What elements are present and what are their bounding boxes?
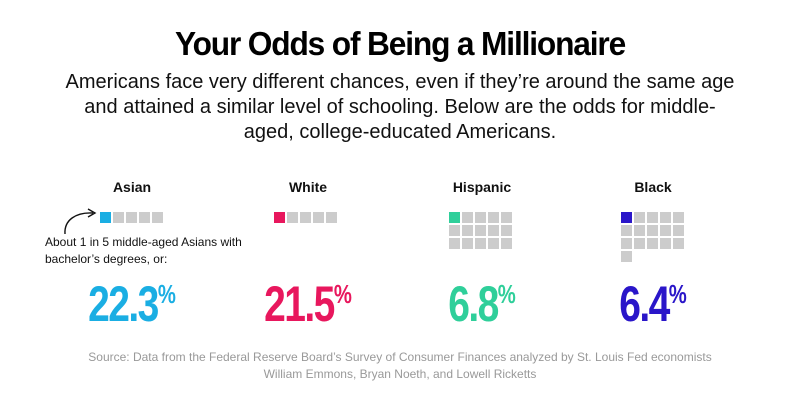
grey-square-black — [621, 225, 632, 236]
grey-square-white — [300, 212, 311, 223]
grey-square-hispanic — [501, 225, 512, 236]
highlight-square-black — [621, 212, 632, 223]
value-number-hispanic: 6.8 — [448, 276, 499, 332]
highlight-square-asian — [100, 212, 111, 223]
value-number-white: 21.5 — [264, 276, 335, 332]
value-hispanic: 6.8% — [424, 266, 541, 332]
annotation-arrow-icon — [64, 208, 97, 235]
grey-square-black — [660, 225, 671, 236]
grey-square-hispanic — [475, 212, 486, 223]
group-label-asian: Asian — [112, 179, 152, 195]
grey-square-hispanic — [501, 238, 512, 249]
odds-grid-hispanic — [449, 212, 512, 249]
grey-square-white — [326, 212, 337, 223]
grey-square-black — [647, 225, 658, 236]
odds-grid-asian — [100, 212, 163, 223]
grey-square-hispanic — [462, 238, 473, 249]
grey-square-hispanic — [475, 225, 486, 236]
source-note: Source: Data from the Federal Reserve Bo… — [88, 350, 712, 381]
group-label-hispanic: Hispanic — [452, 179, 512, 195]
group-label-black: Black — [634, 179, 672, 195]
grey-square-asian — [139, 212, 150, 223]
grey-square-black — [660, 238, 671, 249]
grey-square-black — [673, 212, 684, 223]
value-unit-asian: % — [157, 279, 176, 309]
odds-grid-black — [621, 212, 684, 262]
grey-square-hispanic — [475, 238, 486, 249]
odds-grid-white — [274, 212, 337, 223]
grey-square-black — [621, 251, 632, 262]
grey-square-black — [673, 238, 684, 249]
grey-square-hispanic — [488, 212, 499, 223]
chart-subtitle: Americans face very different chances, e… — [65, 71, 735, 143]
grey-square-asian — [152, 212, 163, 223]
value-white: 21.5% — [250, 266, 367, 332]
grey-square-asian — [126, 212, 137, 223]
value-number-black: 6.4 — [619, 276, 670, 332]
grey-square-white — [313, 212, 324, 223]
grey-square-hispanic — [488, 238, 499, 249]
grey-square-hispanic — [488, 225, 499, 236]
grey-square-black — [660, 212, 671, 223]
value-asian: 22.3% — [74, 266, 191, 332]
grey-square-black — [673, 225, 684, 236]
chart-title: Your Odds of Being a Millionaire — [174, 25, 626, 62]
grey-square-hispanic — [449, 238, 460, 249]
value-black: 6.4% — [595, 266, 712, 332]
grey-square-black — [647, 238, 658, 249]
grey-square-asian — [113, 212, 124, 223]
value-unit-white: % — [333, 279, 352, 309]
value-unit-black: % — [668, 279, 687, 309]
grey-square-white — [287, 212, 298, 223]
group-label-white: White — [288, 179, 328, 195]
grey-square-black — [634, 238, 645, 249]
grey-square-hispanic — [462, 225, 473, 236]
value-unit-hispanic: % — [497, 279, 516, 309]
grey-square-hispanic — [501, 212, 512, 223]
grey-square-hispanic — [449, 225, 460, 236]
grey-square-black — [634, 225, 645, 236]
grey-square-black — [634, 212, 645, 223]
grey-square-black — [621, 238, 632, 249]
value-number-asian: 22.3 — [88, 276, 159, 332]
annotation-text: About 1 in 5 middle-aged Asians with bac… — [45, 235, 242, 266]
grey-square-black — [647, 212, 658, 223]
highlight-square-white — [274, 212, 285, 223]
highlight-square-hispanic — [449, 212, 460, 223]
grey-square-hispanic — [462, 212, 473, 223]
